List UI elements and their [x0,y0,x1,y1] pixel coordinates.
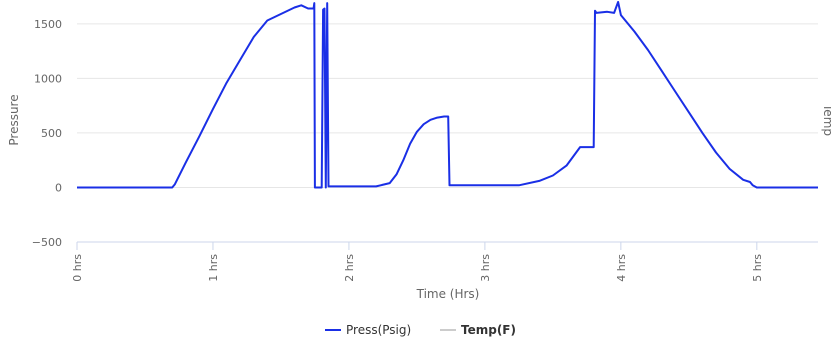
series-line[interactable] [77,1,818,189]
plot-series [77,1,818,189]
grid-lines [77,23,818,188]
y-tick-label: 0 [55,181,62,194]
y-tick-label: 1000 [34,72,62,85]
legend-item[interactable]: Temp(F) [440,323,516,337]
y-axis-ticks: 1500 1000 500 0 −500 [32,18,62,249]
legend-item[interactable]: Press(Psig) [325,323,411,337]
x-tick-label: 5 hrs [751,254,764,282]
x-tick-label: 1 hrs [207,254,220,282]
x-axis-title: Time (Hrs) [416,287,480,301]
x-tick-label: 4 hrs [615,254,628,282]
x-tick-label: 2 hrs [343,254,356,282]
x-tick-label: 0 hrs [71,254,84,282]
x-axis-ticks: 0 hrs 1 hrs 2 hrs 3 hrs 4 hrs 5 hrs [71,242,764,282]
y-tick-label: −500 [32,236,62,249]
y-tick-label: 500 [41,127,62,140]
x-tick-label: 3 hrs [479,254,492,282]
legend: Press(Psig) Temp(F) [325,323,516,337]
legend-label: Temp(F) [461,323,516,337]
y-tick-label: 1500 [34,18,62,31]
secondary-y-axis-title: Temp [821,103,831,136]
legend-label: Press(Psig) [346,323,411,337]
y-axis-title: Pressure [7,94,21,145]
